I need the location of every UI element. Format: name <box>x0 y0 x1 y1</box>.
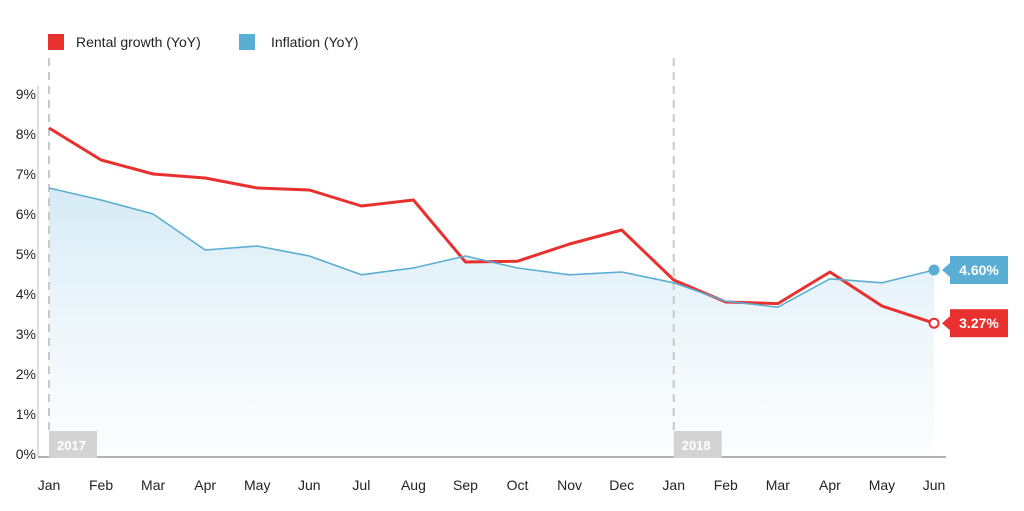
x-tick-label: Mar <box>766 477 790 493</box>
end-label-pointer <box>942 263 950 277</box>
legend-swatch-rental <box>48 34 64 50</box>
x-tick-label: Apr <box>194 477 216 493</box>
legend: Rental growth (YoY) Inflation (YoY) <box>48 34 358 50</box>
x-tick-label: Nov <box>557 477 582 493</box>
legend-label-rental: Rental growth (YoY) <box>76 34 201 50</box>
x-tick-label: Jun <box>923 477 946 493</box>
y-tick-label: 7% <box>16 166 36 182</box>
x-tick-label: Jul <box>352 477 370 493</box>
x-tick-label: Jan <box>662 477 685 493</box>
inflation-end-value: 4.60% <box>959 262 999 278</box>
x-tick-label: Mar <box>141 477 165 493</box>
end-label-bg <box>950 256 1008 284</box>
x-tick-label: Feb <box>89 477 113 493</box>
x-tick-label: Sep <box>453 477 478 493</box>
x-tick-label: Apr <box>819 477 841 493</box>
inflation-area <box>49 188 934 454</box>
rental-end-value: 3.27% <box>959 315 999 331</box>
year-label: 2017 <box>57 438 86 453</box>
y-tick-label: 6% <box>16 206 36 222</box>
x-tick-label: Oct <box>507 477 529 493</box>
end-label-pointer <box>942 316 950 331</box>
year-label-bg <box>673 431 722 458</box>
y-tick-label: 5% <box>16 246 36 262</box>
y-tick-label: 9% <box>16 86 36 102</box>
y-tick-label: 4% <box>16 286 36 302</box>
x-tick-label: May <box>869 477 895 493</box>
x-tick-label: Dec <box>609 477 634 493</box>
year-label-bg <box>49 431 97 458</box>
legend-label-inflation: Inflation (YoY) <box>271 34 358 50</box>
x-tick-label: Jun <box>298 477 321 493</box>
x-tick-label: Jan <box>38 477 61 493</box>
legend-swatch-inflation <box>239 34 255 50</box>
end-label-bg <box>950 309 1008 338</box>
y-tick-label: 2% <box>16 366 36 382</box>
y-tick-label: 1% <box>16 406 36 422</box>
plot-area: 0% 1% 2% 3% 4% 5% 6% 7% 8% 9% 2017 2018 Jan Feb Mar Apr… <box>16 58 1008 493</box>
y-tick-label: 0% <box>16 446 36 462</box>
inflation-end-marker <box>928 264 940 276</box>
x-tick-label: Aug <box>401 477 426 493</box>
x-tick-label: Feb <box>714 477 738 493</box>
y-tick-label: 3% <box>16 326 36 342</box>
year-label: 2018 <box>682 438 711 453</box>
rental-end-marker <box>928 317 940 329</box>
x-tick-label: May <box>244 477 270 493</box>
y-tick-label: 8% <box>16 126 36 142</box>
inflation-line <box>48 187 935 309</box>
